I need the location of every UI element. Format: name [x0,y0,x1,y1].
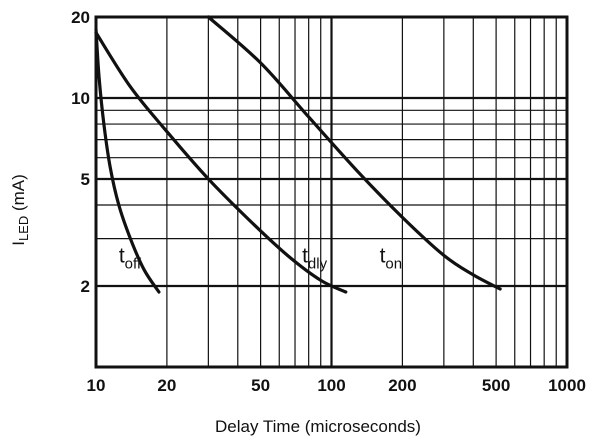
grid [96,17,567,367]
x-tick-label: 20 [157,376,176,395]
y-axis-label: ILED (mA) [9,174,31,246]
y-axis-label-sub: LED [16,216,31,241]
curve-label-on: ton [380,244,403,272]
x-tick-label: 10 [87,376,106,395]
curve-label-dly: tdly [302,244,328,272]
y-tick-label: 5 [81,170,90,189]
y-tick-labels: 2 5 10 20 [71,8,90,296]
y-tick-label: 2 [81,277,90,296]
y-tick-label: 20 [71,8,90,27]
x-axis-label: Delay Time (microseconds) [215,417,421,436]
x-tick-label: 50 [251,376,270,395]
y-tick-label: 10 [71,89,90,108]
x-tick-label: 200 [388,376,416,395]
curves [94,15,502,294]
curve-label-off: toff [119,244,142,272]
x-tick-label: 1000 [548,376,586,395]
curve-on [206,15,502,291]
x-tick-labels: 10 20 50 100 200 500 1000 [87,376,586,395]
curve-labels: toff tdly ton [119,244,402,272]
x-tick-label: 500 [482,376,510,395]
curve-dly [94,31,348,294]
y-axis-label-unit: (mA) [9,174,28,216]
x-tick-label: 100 [317,376,345,395]
curve-off [94,27,161,294]
y-axis-label-main: I [9,241,28,246]
plot-frame [94,15,569,369]
